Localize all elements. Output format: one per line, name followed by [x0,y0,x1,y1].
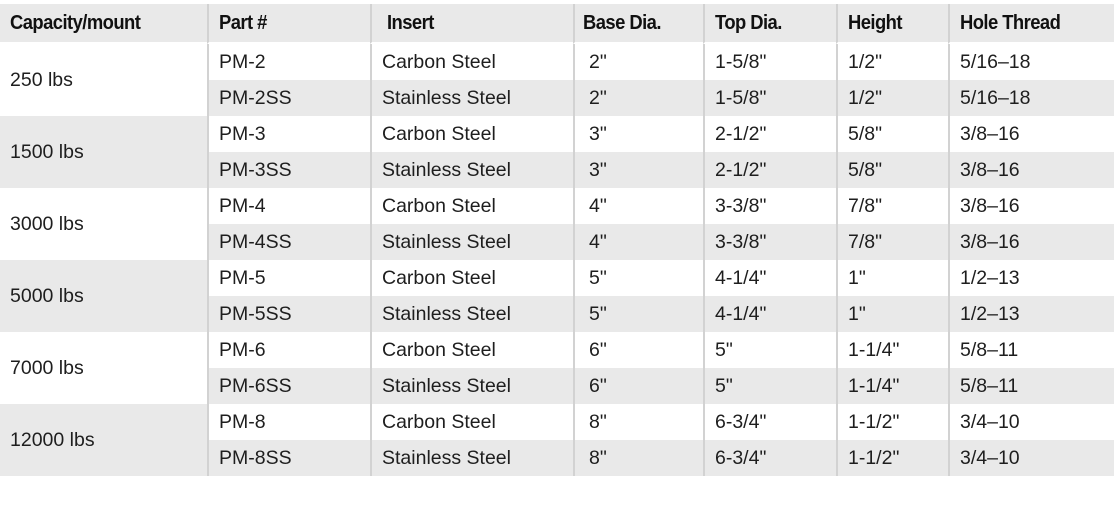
height-cell: 1" [836,296,948,332]
top-dia-cell: 1-5/8" [703,44,836,80]
top-dia-cell: 3-3/8" [703,188,836,224]
base-dia-cell: 4" [573,224,703,260]
base-dia-cell: 5" [573,260,703,296]
part-cell: PM-8 [207,404,370,440]
top-dia-cell: 3-3/8" [703,224,836,260]
base-dia-cell: 5" [573,296,703,332]
table-row: PM-5SS Stainless Steel 5" 4-1/4" 1" 1/2–13 [0,296,1114,332]
hole-thread-cell: 3/8–16 [948,224,1114,260]
hole-thread-cell: 1/2–13 [948,296,1114,332]
header-hole-thread: Hole Thread [948,4,1114,44]
capacity-cell: 7000 lbs [0,332,207,404]
insert-cell: Carbon Steel [370,260,573,296]
part-cell: PM-3SS [207,152,370,188]
header-part: Part # [207,4,370,44]
header-top-dia: Top Dia. [703,4,836,44]
top-dia-cell: 4-1/4" [703,296,836,332]
hole-thread-cell: 5/16–18 [948,44,1114,80]
height-cell: 1-1/2" [836,440,948,476]
top-dia-cell: 1-5/8" [703,80,836,116]
part-cell: PM-8SS [207,440,370,476]
table-row: 5000 lbs PM-5 Carbon Steel 5" 4-1/4" 1" 1/2–13 [0,260,1114,332]
insert-cell: Carbon Steel [370,332,573,368]
capacity-cell: 1500 lbs [0,116,207,188]
part-cell: PM-5 [207,260,370,296]
top-dia-cell: 2-1/2" [703,152,836,188]
base-dia-cell: 6" [573,368,703,404]
height-cell: 1" [836,260,948,296]
capacity-cell: 250 lbs [0,44,207,116]
part-cell: PM-4 [207,188,370,224]
table-row: 3000 lbs PM-4 Carbon Steel 4" 3-3/8" 7/8" 3/8–… [0,188,1114,260]
top-dia-cell: 5" [703,332,836,368]
header-insert: Insert [370,4,573,44]
header-row: Capacity/mount Part # Insert Base Dia. T… [0,4,1114,44]
hole-thread-cell: 3/8–16 [948,152,1114,188]
base-dia-cell: 6" [573,332,703,368]
base-dia-cell: 4" [573,188,703,224]
part-cell: PM-2 [207,44,370,80]
specs-table: Capacity/mount Part # Insert Base Dia. T… [0,4,1114,476]
hole-thread-cell: 1/2–13 [948,260,1114,296]
capacity-cell: 5000 lbs [0,260,207,332]
part-cell: PM-3 [207,116,370,152]
top-dia-cell: 4-1/4" [703,260,836,296]
hole-thread-cell: 3/4–10 [948,440,1114,476]
top-dia-cell: 6-3/4" [703,440,836,476]
height-cell: 5/8" [836,152,948,188]
insert-cell: Stainless Steel [370,440,573,476]
base-dia-cell: 2" [573,44,703,80]
insert-cell: Stainless Steel [370,152,573,188]
height-cell: 1-1/4" [836,368,948,404]
hole-thread-cell: 5/8–11 [948,368,1114,404]
hole-thread-cell: 3/8–16 [948,188,1114,224]
part-cell: PM-4SS [207,224,370,260]
table-row: PM-2SS Stainless Steel 2" 1-5/8" 1/2" 5/16–18 [0,80,1114,116]
table-row: 1500 lbs PM-3 Carbon Steel 3" 2-1/2" 5/8" 3/8–… [0,116,1114,188]
height-cell: 7/8" [836,224,948,260]
part-cell: PM-6SS [207,368,370,404]
top-dia-cell: 2-1/2" [703,116,836,152]
header-capacity: Capacity/mount [0,4,207,44]
part-cell: PM-2SS [207,80,370,116]
part-cell: PM-5SS [207,296,370,332]
insert-cell: Carbon Steel [370,116,573,152]
insert-cell: Stainless Steel [370,296,573,332]
base-dia-cell: 2" [573,80,703,116]
hole-thread-cell: 3/8–16 [948,116,1114,152]
insert-cell: Carbon Steel [370,188,573,224]
table-row: 12000 lbs PM-8 Carbon Steel 8" 6-3/4" 1-1/2" 3… [0,404,1114,476]
hole-thread-cell: 5/16–18 [948,80,1114,116]
height-cell: 1/2" [836,80,948,116]
height-cell: 7/8" [836,188,948,224]
insert-cell: Stainless Steel [370,224,573,260]
top-dia-cell: 5" [703,368,836,404]
height-cell: 1/2" [836,44,948,80]
height-cell: 1-1/4" [836,332,948,368]
part-cell: PM-6 [207,332,370,368]
capacity-cell: 12000 lbs [0,404,207,476]
hole-thread-cell: 3/4–10 [948,404,1114,440]
header-base-dia: Base Dia. [573,4,703,44]
insert-cell: Carbon Steel [370,44,573,80]
table-row: PM-6SS Stainless Steel 6" 5" 1-1/4" 5/8–11 [0,368,1114,404]
height-cell: 5/8" [836,116,948,152]
capacity-cell: 3000 lbs [0,188,207,260]
base-dia-cell: 3" [573,152,703,188]
insert-cell: Stainless Steel [370,80,573,116]
header-height: Height [836,4,948,44]
height-cell: 1-1/2" [836,404,948,440]
table-row: PM-3SS Stainless Steel 3" 2-1/2" 5/8" 3/8–16 [0,152,1114,188]
table-row: 250 lbs PM-2 Carbon Steel 2" 1-5/8" 1/2" 5/16–… [0,44,1114,116]
insert-cell: Stainless Steel [370,368,573,404]
insert-cell: Carbon Steel [370,404,573,440]
table-row: PM-4SS Stainless Steel 4" 3-3/8" 7/8" 3/8–16 [0,224,1114,260]
top-dia-cell: 6-3/4" [703,404,836,440]
base-dia-cell: 3" [573,116,703,152]
table-row: 7000 lbs PM-6 Carbon Steel 6" 5" 1-1/4" 5/8–11 [0,332,1114,404]
base-dia-cell: 8" [573,440,703,476]
base-dia-cell: 8" [573,404,703,440]
hole-thread-cell: 5/8–11 [948,332,1114,368]
table-row: PM-8SS Stainless Steel 8" 6-3/4" 1-1/2" 3/4–1… [0,440,1114,476]
